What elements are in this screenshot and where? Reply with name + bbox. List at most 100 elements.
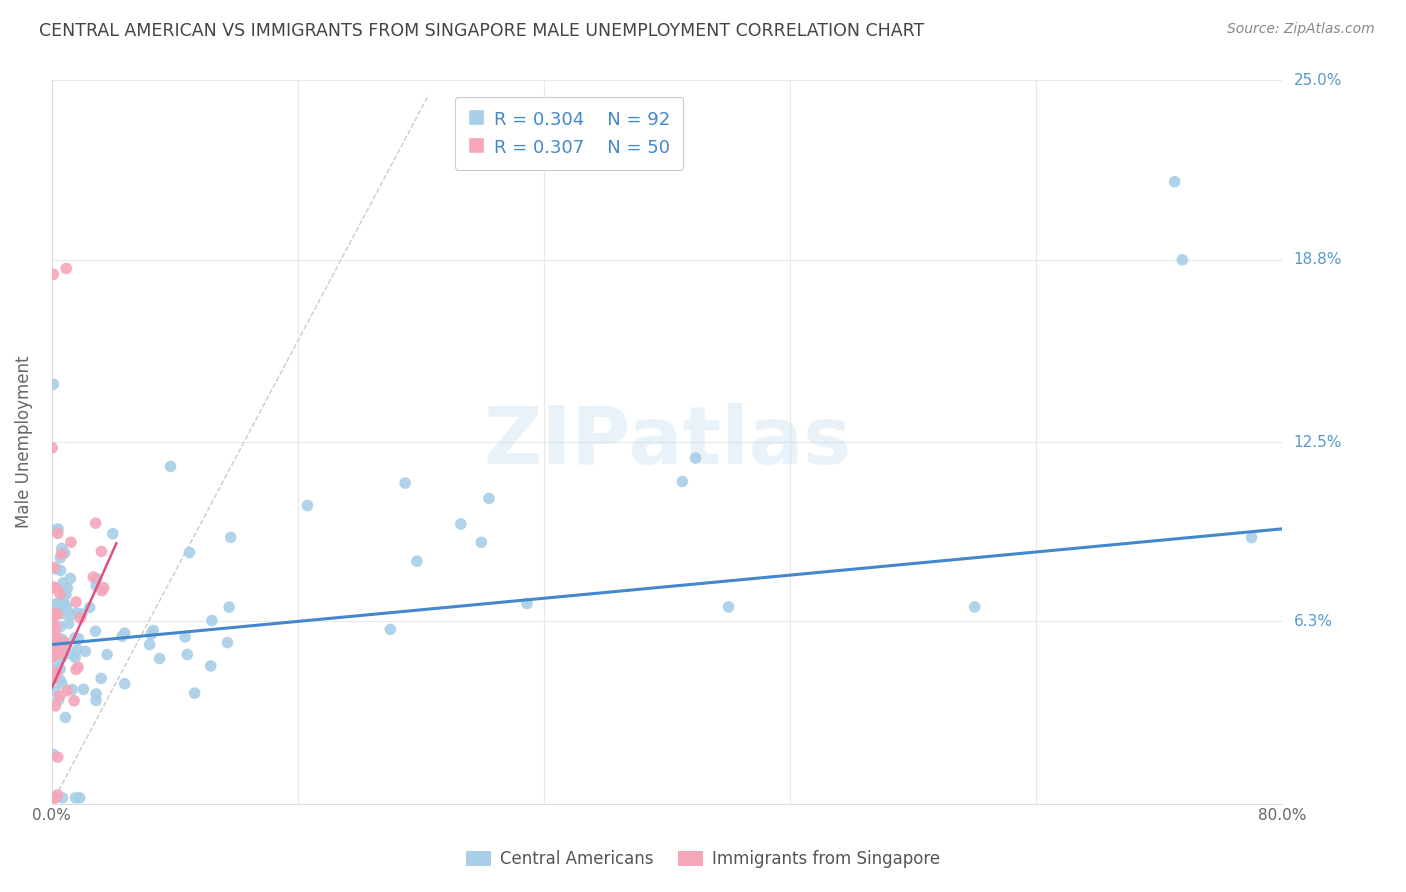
Point xyxy=(380,623,402,637)
Point xyxy=(79,600,101,615)
Text: CENTRAL AMERICAN VS IMMIGRANTS FROM SINGAPORE MALE UNEMPLOYMENT CORRELATION CHAR: CENTRAL AMERICAN VS IMMIGRANTS FROM SING… xyxy=(39,22,925,40)
Point xyxy=(45,608,67,623)
Point xyxy=(90,672,112,686)
Point xyxy=(406,554,429,568)
Point xyxy=(48,689,70,703)
Point xyxy=(44,523,66,537)
Point xyxy=(42,621,65,635)
Point xyxy=(52,648,75,662)
Point xyxy=(45,619,67,633)
Point xyxy=(45,582,67,596)
Point xyxy=(53,597,76,611)
Point xyxy=(58,616,80,631)
Point xyxy=(42,377,65,392)
Point xyxy=(49,564,72,578)
Point xyxy=(90,544,112,558)
Point xyxy=(42,649,65,664)
Point xyxy=(46,522,69,536)
Point xyxy=(41,673,63,687)
Point xyxy=(450,517,472,532)
Point xyxy=(84,693,107,707)
Point xyxy=(55,588,77,602)
Point xyxy=(1171,252,1194,267)
Point xyxy=(148,651,170,665)
Point xyxy=(41,630,63,644)
Point xyxy=(114,626,136,640)
Point xyxy=(52,596,75,610)
Point xyxy=(52,591,75,606)
Point xyxy=(42,629,65,643)
Point xyxy=(45,631,67,645)
Point xyxy=(45,665,67,680)
Point xyxy=(963,599,986,614)
Point xyxy=(297,499,319,513)
Point xyxy=(44,790,66,805)
Point xyxy=(69,790,91,805)
Point xyxy=(59,571,82,585)
Point xyxy=(44,698,66,713)
Point xyxy=(46,526,69,541)
Point xyxy=(84,624,107,639)
Point xyxy=(52,607,75,621)
Point xyxy=(45,597,67,611)
Point xyxy=(96,648,118,662)
Point xyxy=(51,676,73,690)
Legend: Central Americans, Immigrants from Singapore: Central Americans, Immigrants from Singa… xyxy=(460,844,946,875)
Point xyxy=(44,684,66,698)
Point xyxy=(84,578,107,592)
Text: 25.0%: 25.0% xyxy=(1294,73,1341,88)
Point xyxy=(44,669,66,683)
Point xyxy=(42,647,65,661)
Point xyxy=(60,607,83,622)
Point xyxy=(41,623,63,637)
Point xyxy=(114,677,136,691)
Point xyxy=(48,647,70,661)
Legend: R = 0.304    N = 92, R = 0.307    N = 50: R = 0.304 N = 92, R = 0.307 N = 50 xyxy=(454,96,683,169)
Point xyxy=(111,629,134,643)
Point xyxy=(49,550,72,565)
Point xyxy=(51,632,73,647)
Point xyxy=(51,547,73,561)
Point xyxy=(63,694,86,708)
Point xyxy=(51,790,73,805)
Point xyxy=(46,597,69,611)
Point xyxy=(41,610,63,624)
Point xyxy=(66,606,89,620)
Point xyxy=(42,580,65,594)
Point xyxy=(200,659,222,673)
Point xyxy=(44,626,66,640)
Point xyxy=(66,642,89,657)
Point xyxy=(142,624,165,638)
Point xyxy=(45,562,67,576)
Point xyxy=(101,526,124,541)
Point xyxy=(176,648,198,662)
Point xyxy=(217,635,239,649)
Point xyxy=(72,682,94,697)
Text: ZIPatlas: ZIPatlas xyxy=(482,403,851,481)
Point xyxy=(49,587,72,601)
Point xyxy=(84,516,107,531)
Point xyxy=(67,660,90,674)
Point xyxy=(52,645,75,659)
Point xyxy=(55,600,77,615)
Point xyxy=(56,683,79,698)
Point xyxy=(219,530,242,544)
Point xyxy=(62,648,84,662)
Point xyxy=(42,560,65,574)
Point xyxy=(82,570,104,584)
Point xyxy=(49,673,72,687)
Point xyxy=(685,450,707,465)
Point xyxy=(44,637,66,651)
Point xyxy=(42,267,65,281)
Point xyxy=(91,583,114,598)
Point xyxy=(67,632,90,646)
Point xyxy=(49,662,72,676)
Point xyxy=(42,607,65,621)
Point xyxy=(470,535,492,549)
Point xyxy=(60,682,83,697)
Text: 12.5%: 12.5% xyxy=(1294,434,1341,450)
Text: 6.3%: 6.3% xyxy=(1294,614,1333,629)
Point xyxy=(51,650,73,665)
Point xyxy=(86,572,108,586)
Point xyxy=(84,687,107,701)
